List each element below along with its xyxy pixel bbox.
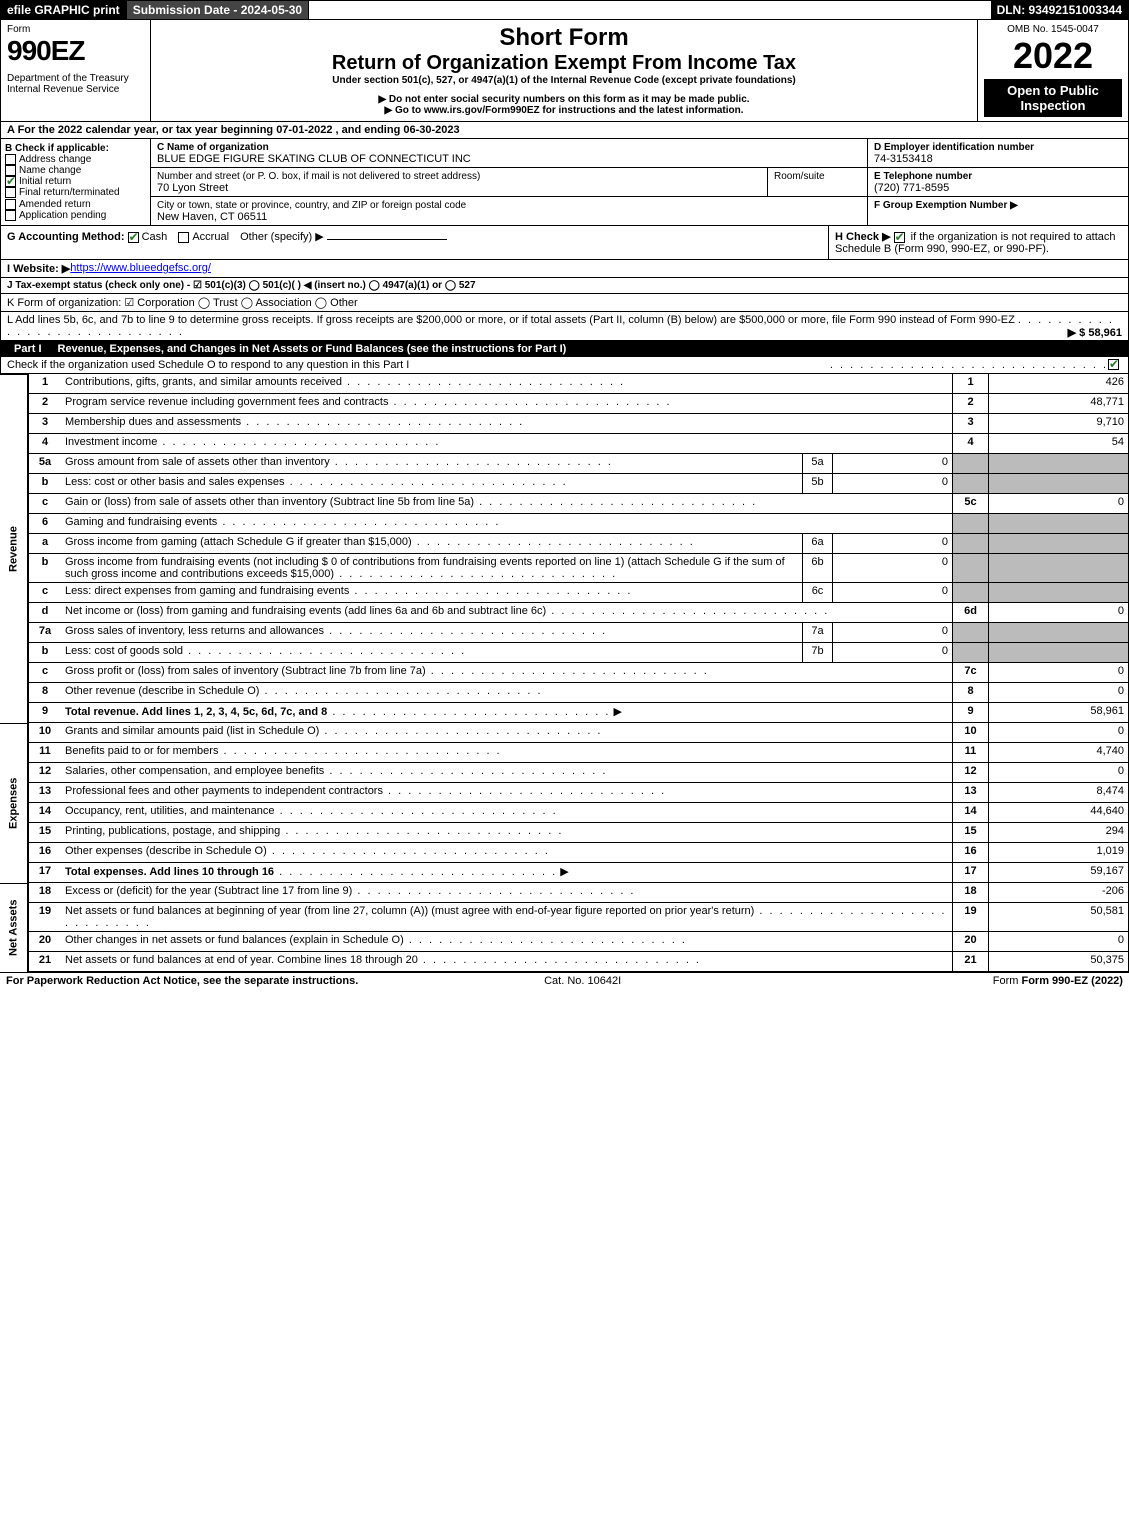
- line-17: 17Total expenses. Add lines 10 through 1…: [28, 863, 1129, 883]
- catalog-number: Cat. No. 10642I: [544, 975, 621, 987]
- line-14: 14Occupancy, rent, utilities, and mainte…: [28, 803, 1129, 823]
- form-number: 990EZ: [7, 35, 144, 67]
- ein-label: D Employer identification number: [874, 142, 1034, 153]
- form-version: Form Form 990-EZ (2022): [993, 975, 1123, 987]
- group-exemption-label: F Group Exemption Number ▶: [874, 200, 1018, 211]
- page-footer: For Paperwork Reduction Act Notice, see …: [0, 972, 1129, 989]
- website-link[interactable]: https://www.blueedgefsc.org/: [70, 262, 211, 275]
- line-21: 21Net assets or fund balances at end of …: [28, 952, 1129, 972]
- box-b-title: B Check if applicable:: [5, 143, 146, 154]
- short-form-title: Short Form: [157, 24, 971, 52]
- line-13: 13Professional fees and other payments t…: [28, 783, 1129, 803]
- line-a: aGross income from gaming (attach Schedu…: [28, 534, 1129, 554]
- line-c: cLess: direct expenses from gaming and f…: [28, 583, 1129, 603]
- line-c: cGross profit or (loss) from sales of in…: [28, 663, 1129, 683]
- submission-date: Submission Date - 2024-05-30: [127, 1, 309, 19]
- omb-number: OMB No. 1545-0047: [984, 24, 1122, 35]
- other-specify: Other (specify) ▶: [240, 231, 324, 243]
- efile-print-button[interactable]: efile GRAPHIC print: [1, 1, 127, 19]
- subtitle: Under section 501(c), 527, or 4947(a)(1)…: [157, 75, 971, 86]
- chk-name-change[interactable]: Name change: [5, 165, 146, 176]
- line-10: 10Grants and similar amounts paid (list …: [28, 723, 1129, 743]
- part-1-header: Part I Revenue, Expenses, and Changes in…: [0, 341, 1129, 357]
- c-label: C Name of organization: [157, 142, 269, 153]
- row-j-tax-exempt: J Tax-exempt status (check only one) - ☑…: [0, 278, 1129, 294]
- line-11: 11Benefits paid to or for members114,740: [28, 743, 1129, 763]
- line-9: 9Total revenue. Add lines 1, 2, 3, 4, 5c…: [28, 703, 1129, 723]
- dln: DLN: 93492151003344: [991, 1, 1128, 19]
- part-1-title: Revenue, Expenses, and Changes in Net As…: [50, 343, 1123, 355]
- city-label: City or town, state or province, country…: [157, 200, 466, 211]
- line-2: 2Program service revenue including gover…: [28, 394, 1129, 414]
- room-label: Room/suite: [774, 171, 825, 182]
- website-label: I Website: ▶: [7, 262, 70, 275]
- paperwork-notice: For Paperwork Reduction Act Notice, see …: [6, 975, 358, 987]
- street-address: 70 Lyon Street: [157, 182, 228, 194]
- department: Department of the Treasury Internal Reve…: [7, 73, 144, 95]
- line-15: 15Printing, publications, postage, and s…: [28, 823, 1129, 843]
- line-3: 3Membership dues and assessments39,710: [28, 414, 1129, 434]
- line-a-tax-year: A For the 2022 calendar year, or tax yea…: [0, 122, 1129, 139]
- main-title: Return of Organization Exempt From Incom…: [157, 52, 971, 75]
- entity-info-block: B Check if applicable: Address change Na…: [0, 139, 1129, 226]
- addr-label: Number and street (or P. O. box, if mail…: [157, 171, 480, 182]
- line-16: 16Other expenses (describe in Schedule O…: [28, 843, 1129, 863]
- line-b: bLess: cost or other basis and sales exp…: [28, 474, 1129, 494]
- box-c-org-info: C Name of organization BLUE EDGE FIGURE …: [151, 139, 868, 225]
- form-label: Form: [7, 24, 144, 35]
- box-b-check-applicable: B Check if applicable: Address change Na…: [1, 139, 151, 225]
- phone-label: E Telephone number: [874, 171, 972, 182]
- chk-cash[interactable]: [128, 232, 139, 243]
- line-20: 20Other changes in net assets or fund ba…: [28, 932, 1129, 952]
- k-text: K Form of organization: ☑ Corporation ◯ …: [7, 296, 358, 309]
- line-8: 8Other revenue (describe in Schedule O)8…: [28, 683, 1129, 703]
- line-b: bLess: cost of goods sold7b0: [28, 643, 1129, 663]
- org-name: BLUE EDGE FIGURE SKATING CLUB OF CONNECT…: [157, 153, 471, 165]
- line-19: 19Net assets or fund balances at beginni…: [28, 903, 1129, 932]
- line-1: 1Contributions, gifts, grants, and simil…: [28, 374, 1129, 394]
- g-label: G Accounting Method:: [7, 231, 125, 243]
- ssn-warning: ▶ Do not enter social security numbers o…: [157, 94, 971, 105]
- line-18: 18Excess or (deficit) for the year (Subt…: [28, 883, 1129, 903]
- city-state-zip: New Haven, CT 06511: [157, 211, 267, 223]
- line-12: 12Salaries, other compensation, and empl…: [28, 763, 1129, 783]
- expenses-side-label: Expenses: [0, 723, 28, 883]
- tax-year: 2022: [984, 35, 1122, 77]
- row-l-gross-receipts: L Add lines 5b, 6c, and 7b to line 9 to …: [0, 312, 1129, 341]
- schedule-o-check-text: Check if the organization used Schedule …: [7, 359, 830, 371]
- l-text: L Add lines 5b, 6c, and 7b to line 9 to …: [7, 314, 1015, 326]
- line-4: 4Investment income454: [28, 434, 1129, 454]
- line-6: 6Gaming and fundraising events: [28, 514, 1129, 534]
- line-7a: 7aGross sales of inventory, less returns…: [28, 623, 1129, 643]
- l-amount: ▶ $ 58,961: [1068, 326, 1122, 339]
- chk-accrual[interactable]: [178, 232, 189, 243]
- j-text: J Tax-exempt status (check only one) - ☑…: [7, 280, 476, 291]
- chk-schedule-b-not-required[interactable]: [894, 232, 905, 243]
- netassets-side-label: Net Assets: [0, 883, 28, 972]
- chk-amended-return[interactable]: Amended return: [5, 199, 146, 210]
- chk-application-pending[interactable]: Application pending: [5, 210, 146, 221]
- chk-final-return[interactable]: Final return/terminated: [5, 187, 146, 198]
- instructions-link[interactable]: ▶ Go to www.irs.gov/Form990EZ for instru…: [157, 105, 971, 116]
- top-bar: efile GRAPHIC print Submission Date - 20…: [0, 0, 1129, 20]
- row-g-h: G Accounting Method: Cash Accrual Other …: [0, 226, 1129, 260]
- line-c: cGain or (loss) from sale of assets othe…: [28, 494, 1129, 514]
- row-k-org-form: K Form of organization: ☑ Corporation ◯ …: [0, 294, 1129, 312]
- h-schedule-b: H Check ▶ if the organization is not req…: [828, 226, 1128, 259]
- line-b: bGross income from fundraising events (n…: [28, 554, 1129, 583]
- part-1-schedule-o-check: Check if the organization used Schedule …: [0, 357, 1129, 374]
- revenue-side-label: Revenue: [0, 374, 28, 723]
- public-inspection-badge: Open to Public Inspection: [984, 79, 1122, 117]
- line-5a: 5aGross amount from sale of assets other…: [28, 454, 1129, 474]
- form-header: Form 990EZ Department of the Treasury In…: [0, 20, 1129, 122]
- chk-schedule-o-used[interactable]: [1108, 359, 1119, 370]
- ein-value: 74-3153418: [874, 153, 933, 165]
- chk-address-change[interactable]: Address change: [5, 154, 146, 165]
- chk-initial-return[interactable]: Initial return: [5, 176, 146, 187]
- line-d: dNet income or (loss) from gaming and fu…: [28, 603, 1129, 623]
- phone-value: (720) 771-8595: [874, 182, 949, 194]
- row-i-website: I Website: ▶ https://www.blueedgefsc.org…: [0, 260, 1129, 278]
- box-de-identifiers: D Employer identification number 74-3153…: [868, 139, 1128, 225]
